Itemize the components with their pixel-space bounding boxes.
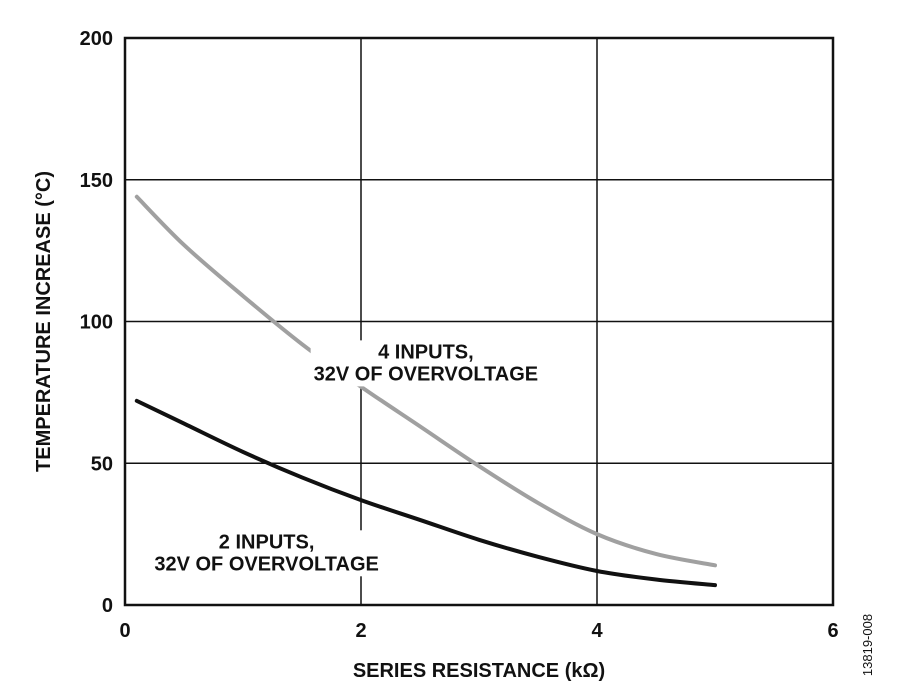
annotation-line: 32V OF OVERVOLTAGE xyxy=(314,363,539,385)
figure-id: 13819-008 xyxy=(860,614,875,676)
annotation-background xyxy=(310,340,542,387)
x-tick-label: 6 xyxy=(827,620,838,642)
x-axis-title: SERIES RESISTANCE (kΩ) xyxy=(353,660,605,682)
x-tick-label: 0 xyxy=(119,620,130,642)
annotation-background xyxy=(151,530,382,577)
series-line-1 xyxy=(134,194,717,568)
annotation-line: 4 INPUTS, xyxy=(378,341,474,363)
grid-layer xyxy=(125,38,833,605)
series-line-2 xyxy=(134,398,717,588)
x-tick-label: 2 xyxy=(355,620,366,642)
tick-label-layer: 0 2 4 6 0 50 100 150 200 xyxy=(80,28,839,642)
y-axis-title: TEMPERATURE INCREASE (°C) xyxy=(33,171,55,472)
x-tick-label: 4 xyxy=(591,620,603,642)
y-tick-label: 200 xyxy=(80,28,113,50)
series-annotation-2: 2 INPUTS,32V OF OVERVOLTAGE xyxy=(151,530,382,577)
y-tick-label: 50 xyxy=(91,453,113,475)
y-tick-label: 0 xyxy=(102,595,113,617)
plot-frame xyxy=(123,36,835,607)
annotation-line: 2 INPUTS, xyxy=(219,531,315,553)
y-tick-label: 150 xyxy=(80,170,113,192)
y-tick-label: 100 xyxy=(80,312,113,334)
annotation-line: 32V OF OVERVOLTAGE xyxy=(154,553,379,575)
series-annotation-1: 4 INPUTS,32V OF OVERVOLTAGE xyxy=(310,340,542,387)
series-layer xyxy=(134,194,717,588)
